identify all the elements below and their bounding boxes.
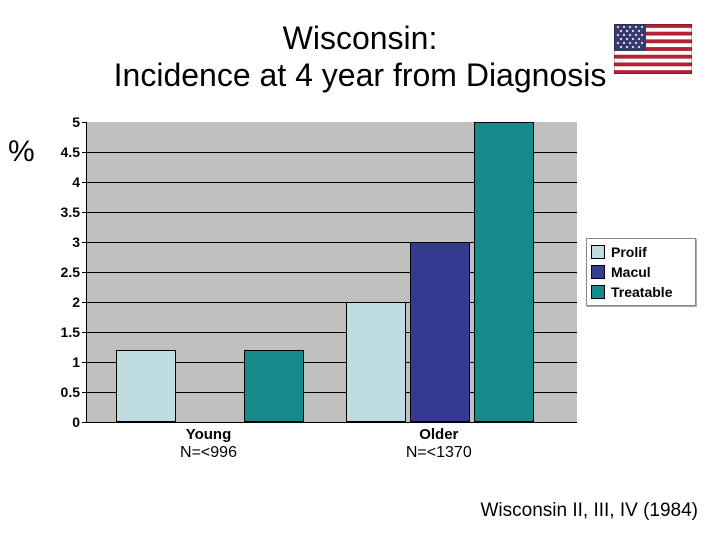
legend-label: Macul: [611, 262, 651, 282]
y-tick-mark: [82, 152, 86, 153]
bar: [116, 350, 176, 422]
chart-plot-area: [86, 122, 577, 423]
y-tick-mark: [82, 272, 86, 273]
y-tick-label: 4.5: [44, 144, 80, 160]
category-label: Older: [349, 426, 529, 443]
y-tick-label: 2: [44, 294, 80, 310]
y-tick-mark: [82, 302, 86, 303]
bar: [346, 302, 406, 422]
legend-swatch-icon: [591, 285, 605, 299]
legend-item: Macul: [591, 262, 691, 282]
legend-label: Prolif: [611, 242, 647, 262]
category-label: Young: [119, 426, 299, 443]
y-tick-label: 1.5: [44, 324, 80, 340]
y-tick-mark: [82, 332, 86, 333]
bar: [244, 350, 304, 422]
y-tick-label: 0.5: [44, 384, 80, 400]
bar: [410, 242, 470, 422]
y-axis-label: %: [8, 135, 35, 169]
chart: ProlifMaculTreatable 0 0.5 1 1.5 2 2.5 3 3.5 4 4.…: [44, 122, 694, 462]
legend-item: Treatable: [591, 282, 691, 302]
bar: [474, 122, 534, 422]
y-tick-mark: [82, 212, 86, 213]
y-tick-label: 3: [44, 234, 80, 250]
y-tick-mark: [82, 122, 86, 123]
y-tick-mark: [82, 182, 86, 183]
category-sublabel: N=<1370: [349, 444, 529, 462]
y-tick-label: 1: [44, 354, 80, 370]
citation-footer: Wisconsin II, III, IV (1984): [480, 500, 698, 522]
title-line-2: Incidence at 4 year from Diagnosis: [114, 57, 607, 93]
title-line-1: Wisconsin:: [283, 20, 438, 56]
y-tick-label: 0: [44, 414, 80, 430]
y-tick-label: 3.5: [44, 204, 80, 220]
legend-label: Treatable: [611, 282, 672, 302]
slide: Wisconsin: Incidence at 4 year from Diag…: [0, 0, 720, 540]
y-tick-mark: [82, 362, 86, 363]
y-tick-label: 4: [44, 174, 80, 190]
y-tick-label: 2.5: [44, 264, 80, 280]
legend-item: Prolif: [591, 242, 691, 262]
legend-swatch-icon: [591, 265, 605, 279]
legend-swatch-icon: [591, 245, 605, 259]
y-tick-mark: [82, 422, 86, 423]
y-tick-label: 5: [44, 114, 80, 130]
chart-legend: ProlifMaculTreatable: [586, 238, 696, 306]
category-sublabel: N=<996: [119, 444, 299, 462]
y-tick-mark: [82, 242, 86, 243]
slide-title: Wisconsin: Incidence at 4 year from Diag…: [0, 20, 720, 94]
y-tick-mark: [82, 392, 86, 393]
